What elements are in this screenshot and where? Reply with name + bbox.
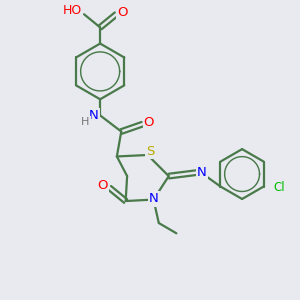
Text: HO: HO	[63, 4, 82, 17]
Text: S: S	[146, 145, 154, 158]
Text: O: O	[144, 116, 154, 129]
Text: H: H	[81, 117, 90, 127]
Text: Cl: Cl	[273, 182, 285, 194]
Text: N: N	[89, 109, 99, 122]
Text: O: O	[117, 6, 128, 19]
Text: N: N	[197, 166, 207, 178]
Text: N: N	[149, 193, 159, 206]
Text: O: O	[97, 179, 107, 192]
